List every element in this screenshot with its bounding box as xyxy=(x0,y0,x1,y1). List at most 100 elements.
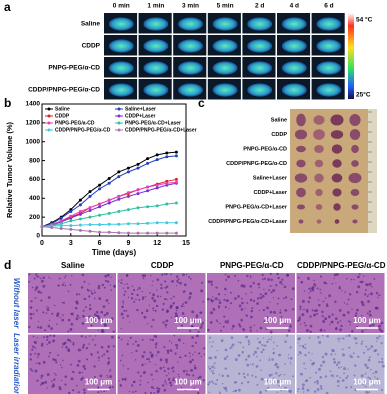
nucleus xyxy=(374,376,376,378)
nucleus xyxy=(36,337,38,339)
nucleus xyxy=(57,284,60,287)
data-point xyxy=(146,161,150,165)
nucleus xyxy=(62,301,66,304)
x-tick-label: 3 xyxy=(69,240,73,247)
nucleus xyxy=(366,348,370,351)
nucleus xyxy=(355,312,358,315)
tumor xyxy=(332,188,342,197)
nucleus xyxy=(117,336,120,339)
nucleus xyxy=(224,320,228,324)
nucleus xyxy=(250,363,252,365)
mouse xyxy=(178,61,203,75)
nucleus xyxy=(156,350,160,354)
nucleus xyxy=(209,280,213,284)
nucleus xyxy=(34,341,37,345)
nucleus xyxy=(84,336,87,339)
nucleus xyxy=(200,289,204,293)
nucleus xyxy=(268,289,271,292)
nucleus xyxy=(29,353,32,356)
nucleus xyxy=(212,372,215,375)
nucleus xyxy=(160,286,163,290)
y-tick-label: 1400 xyxy=(26,101,41,108)
nucleus xyxy=(324,375,328,378)
nucleus xyxy=(252,281,255,285)
nucleus xyxy=(337,337,340,340)
nucleus xyxy=(139,383,142,386)
nucleus xyxy=(256,355,258,358)
nucleus xyxy=(343,302,346,304)
nucleus xyxy=(309,376,311,379)
nucleus xyxy=(355,291,359,294)
scale-label: 100 μm xyxy=(174,316,202,325)
nucleus xyxy=(132,391,135,394)
nucleus xyxy=(40,344,44,347)
nucleus xyxy=(330,374,333,377)
data-point xyxy=(146,205,150,209)
nucleus xyxy=(269,310,273,314)
nucleus xyxy=(151,284,153,286)
nucleus xyxy=(207,280,211,284)
nucleus xyxy=(346,303,349,305)
data-point xyxy=(107,211,111,215)
nucleus xyxy=(276,365,280,369)
nucleus xyxy=(232,390,234,393)
nucleus xyxy=(338,287,342,290)
nucleus xyxy=(369,348,371,350)
data-point xyxy=(155,158,159,162)
nucleus xyxy=(324,352,328,356)
histology-image xyxy=(117,334,206,394)
nucleus xyxy=(223,357,227,361)
tumor xyxy=(349,129,361,140)
nucleus xyxy=(142,371,146,374)
data-point xyxy=(174,177,178,181)
nucleus xyxy=(304,367,307,370)
nucleus xyxy=(360,342,363,345)
nucleus xyxy=(271,358,274,361)
nucleus xyxy=(237,341,240,343)
nucleus xyxy=(211,380,214,383)
nucleus xyxy=(264,292,268,296)
nucleus xyxy=(93,375,97,379)
nucleus xyxy=(262,348,265,351)
nucleus xyxy=(332,376,334,378)
nucleus xyxy=(122,316,125,319)
nucleus xyxy=(152,280,154,283)
nucleus xyxy=(34,369,38,373)
nucleus xyxy=(193,364,196,367)
nucleus xyxy=(323,281,327,285)
nucleus xyxy=(136,308,139,312)
nucleus xyxy=(81,376,84,379)
nucleus xyxy=(270,278,273,281)
nucleus xyxy=(367,293,370,296)
nucleus xyxy=(360,300,364,304)
nucleus xyxy=(302,383,305,387)
tumor-photo xyxy=(290,109,368,233)
nucleus xyxy=(224,273,227,276)
nucleus xyxy=(289,357,293,360)
data-point xyxy=(126,170,130,174)
nucleus xyxy=(241,297,243,300)
nucleus xyxy=(141,296,145,299)
legend-label: CDDP xyxy=(55,113,70,119)
nucleus xyxy=(125,309,128,312)
nucleus xyxy=(335,363,339,367)
nucleus xyxy=(103,313,107,317)
nucleus xyxy=(201,321,205,325)
nucleus xyxy=(346,374,349,377)
nucleus xyxy=(150,355,154,358)
row-label: Saline xyxy=(81,21,101,28)
data-point xyxy=(78,223,82,227)
nucleus xyxy=(249,326,252,329)
nucleus xyxy=(308,296,312,300)
nucleus xyxy=(319,385,323,388)
nucleus xyxy=(225,389,228,392)
nucleus xyxy=(377,353,380,356)
nucleus xyxy=(223,298,226,302)
tumor xyxy=(315,204,323,210)
column-header: PNPG-PEG/α-CD xyxy=(220,261,284,270)
nucleus xyxy=(145,309,149,313)
nucleus xyxy=(279,309,282,311)
nucleus xyxy=(189,360,193,364)
nucleus xyxy=(339,337,341,340)
nucleus xyxy=(368,391,371,394)
